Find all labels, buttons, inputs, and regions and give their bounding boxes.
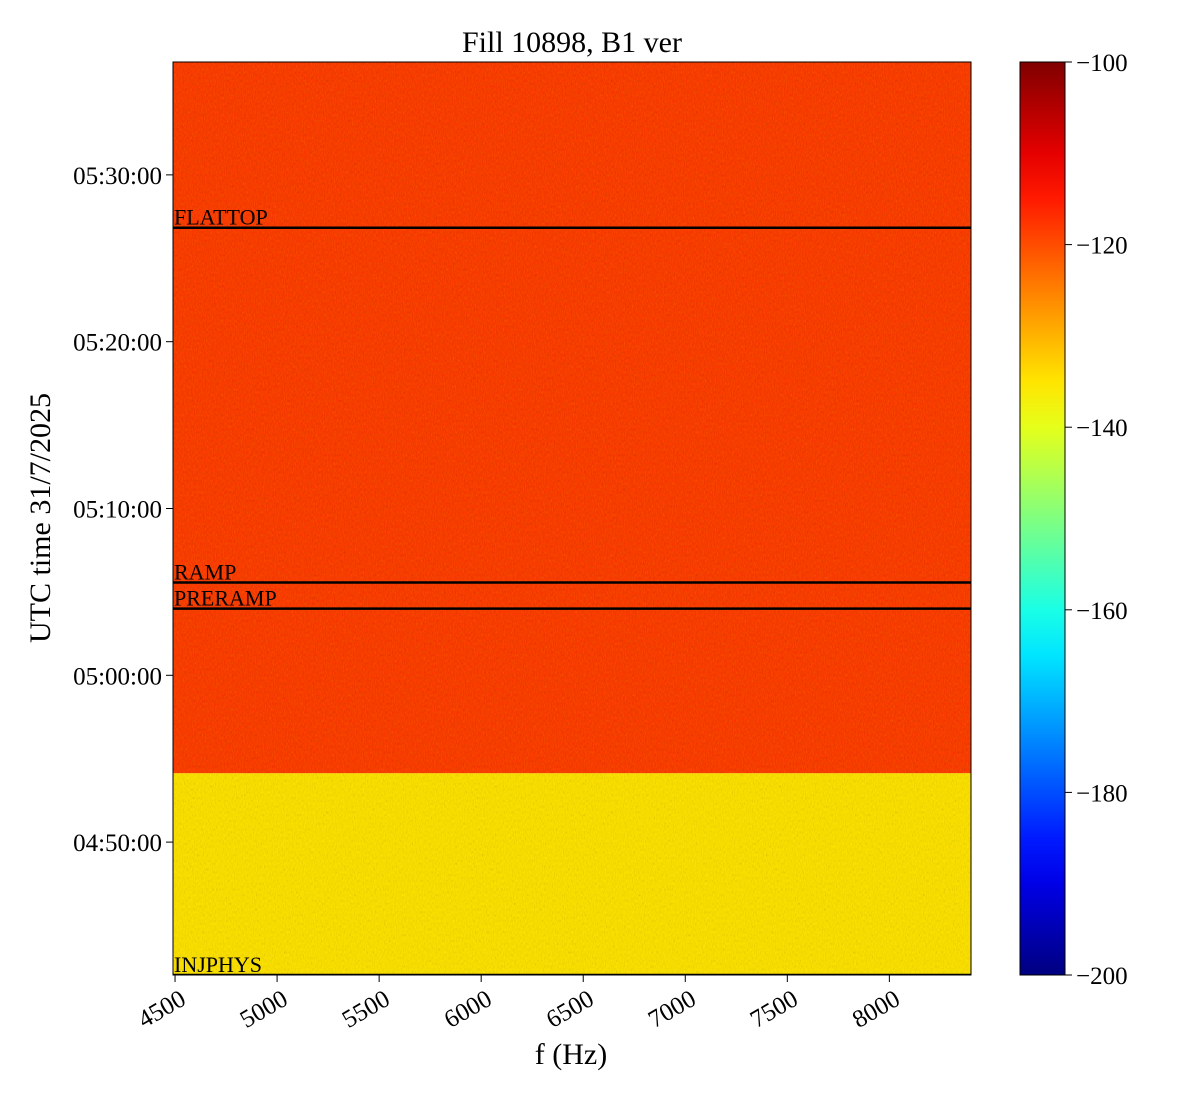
x-tick-label: 6500 (542, 985, 599, 1033)
y-axis-label: UTC time 31/7/2025 (24, 393, 57, 643)
colorbar-tick-label: −200 (1076, 963, 1128, 990)
y-tick-label: 05:00:00 (73, 663, 162, 690)
y-tick-label: 05:30:00 (73, 163, 162, 190)
colorbar-tick-label: −140 (1076, 415, 1128, 442)
event-label: PRERAMP (174, 586, 277, 611)
colorbar-tick-label: −100 (1076, 50, 1128, 77)
x-tick-label: 6000 (440, 985, 497, 1033)
x-tick-label: 7500 (746, 985, 803, 1033)
x-tick-label: 5500 (338, 985, 395, 1033)
event-label: FLATTOP (174, 205, 268, 230)
x-tick-label: 7000 (644, 985, 701, 1033)
y-tick-label: 05:20:00 (73, 330, 162, 357)
colorbar-tick-label: −120 (1076, 233, 1128, 260)
event-label: RAMP (174, 559, 236, 584)
x-tick-label: 8000 (848, 985, 905, 1033)
y-tick-label: 05:10:00 (73, 496, 162, 523)
colorbar-tick-label: −180 (1076, 780, 1128, 807)
x-tick-label: 4500 (134, 985, 191, 1033)
x-axis-label: f (Hz) (535, 1038, 607, 1071)
x-tick-label: 5000 (236, 985, 293, 1033)
colorbar-tick-label: −160 (1076, 598, 1128, 625)
event-label: INJPHYS (174, 952, 262, 977)
noise-texture (173, 62, 971, 975)
y-tick-label: 04:50:00 (73, 830, 162, 857)
chart-title: Fill 10898, B1 ver (462, 26, 682, 59)
plot-frame (172, 61, 972, 976)
colorbar (1019, 61, 1066, 976)
